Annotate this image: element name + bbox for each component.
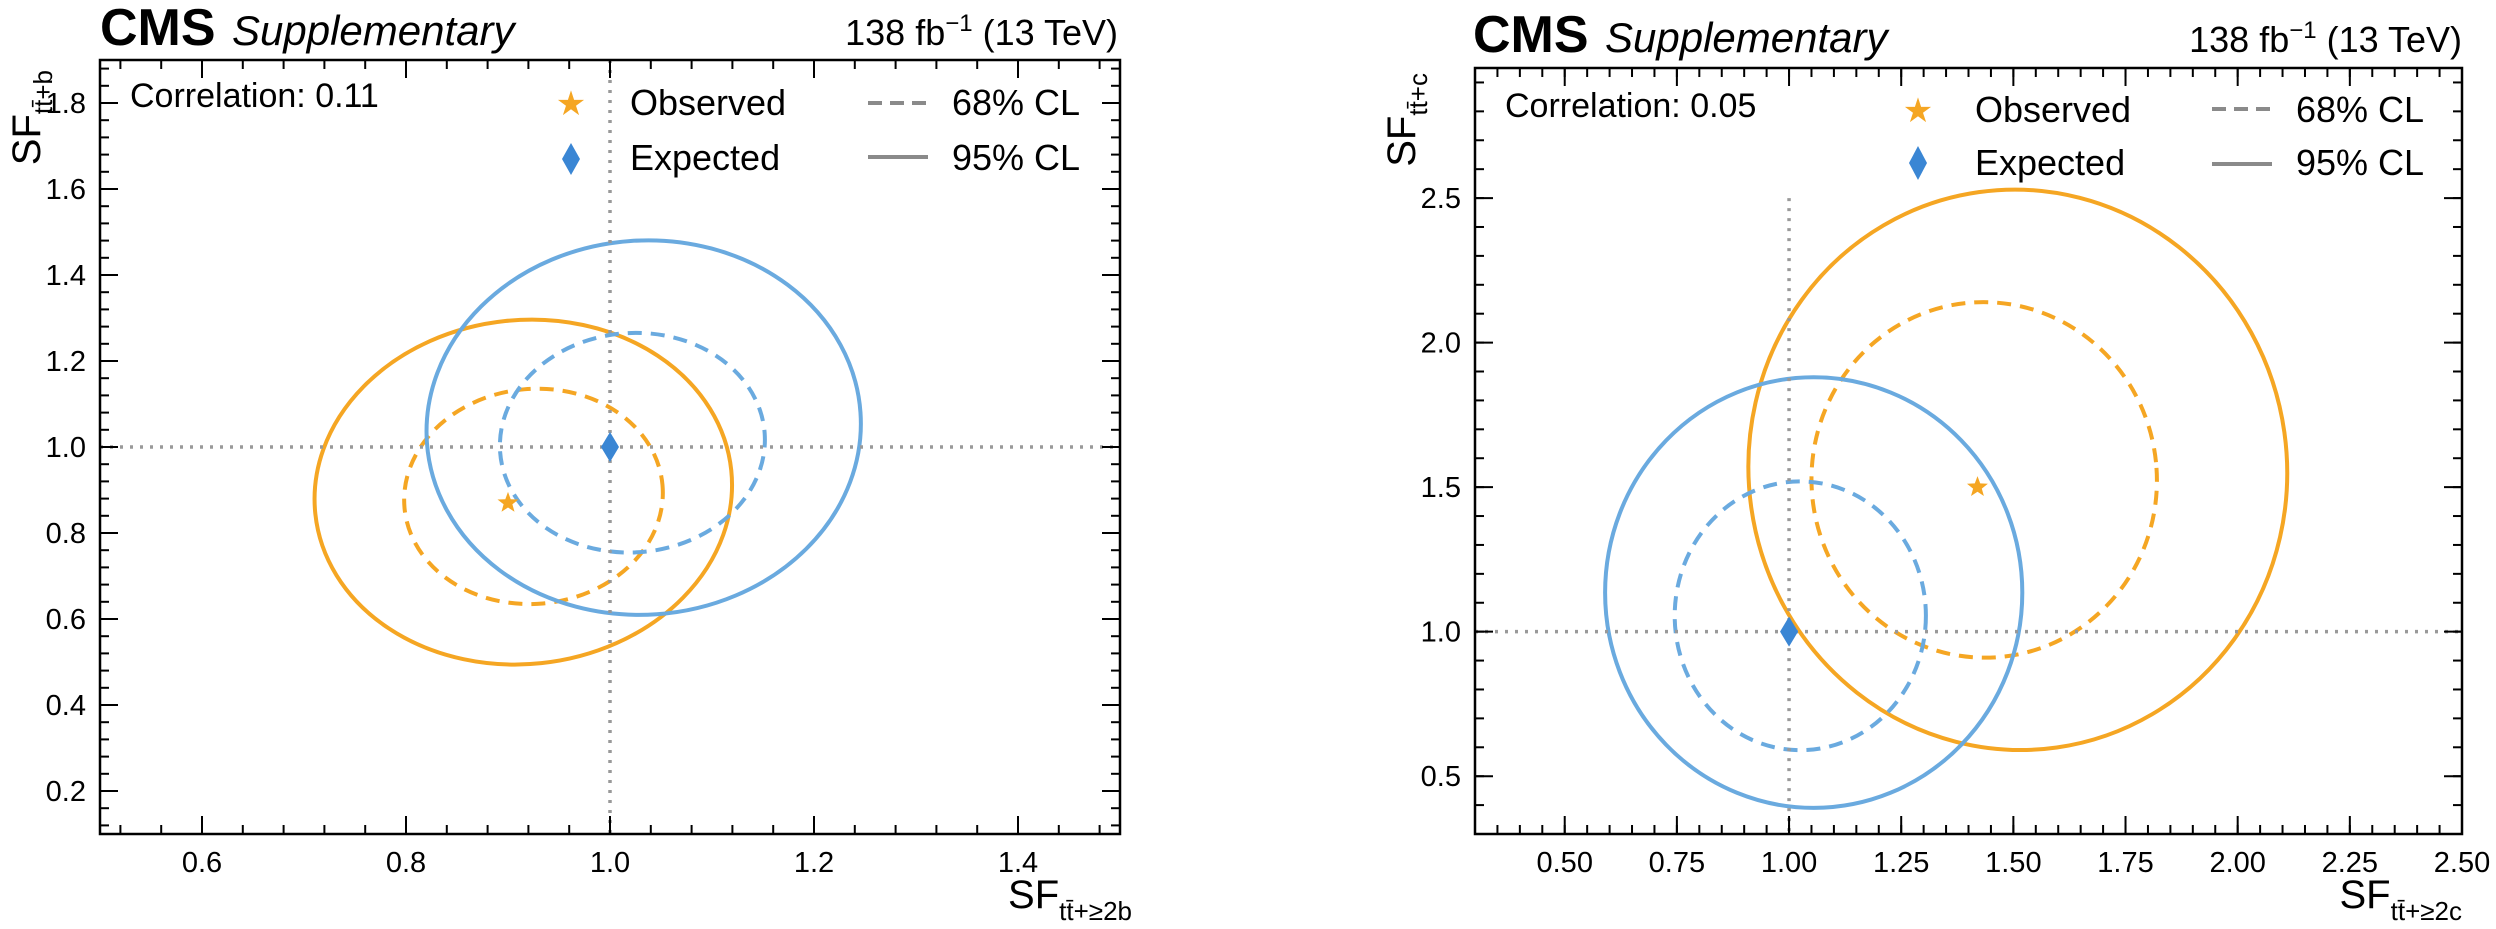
legend-expected-marker xyxy=(1909,146,1927,180)
x-tick-label: 0.75 xyxy=(1649,847,1705,879)
expected-point xyxy=(1780,616,1799,647)
tick-layer xyxy=(1474,68,2463,835)
y-tick-label: 2.5 xyxy=(1421,183,1461,215)
y-tick-label: 0.5 xyxy=(1421,761,1461,793)
cms-label: CMS xyxy=(1473,6,1589,64)
x-tick-label: 1.00 xyxy=(1761,847,1817,879)
y-tick-label: 2.0 xyxy=(1421,328,1461,360)
tick-label-layer: 0.50 0.75 1.00 1.25 1.50 1.75 2.00 2.25 2.50 0.5 1… xyxy=(1421,183,2491,879)
contour-95cl-observed xyxy=(1746,187,2290,752)
y-axis-title-main: SF xyxy=(5,114,49,165)
x-tick-label: 1.25 xyxy=(1873,847,1929,879)
y-tick-label: 1.0 xyxy=(46,432,86,464)
contour-layer xyxy=(312,238,863,667)
legend-expected-marker xyxy=(562,143,580,175)
y-tick-label: 0.8 xyxy=(46,518,86,550)
y-axis-title-sub: tt̄+c xyxy=(1403,73,1433,116)
observed-point xyxy=(497,491,519,512)
legend-observed-label: Observed xyxy=(630,82,786,123)
legend-expected-label: Expected xyxy=(1975,142,2125,183)
contour-68cl-observed xyxy=(402,386,665,607)
x-axis-title: SFtt̄+≥2c xyxy=(2340,873,2463,926)
legend-95cl-label: 95% CL xyxy=(2296,142,2424,183)
cms-label: CMS xyxy=(100,0,216,57)
x-axis-title-main: SF xyxy=(1008,873,1059,917)
expected-point xyxy=(601,432,619,462)
y-tick-label: 1.6 xyxy=(46,174,86,206)
legend-68cl-label: 68% CL xyxy=(2296,89,2424,130)
y-tick-label: 1.0 xyxy=(1421,617,1461,649)
x-tick-label: 0.50 xyxy=(1537,847,1593,879)
x-tick-label: 1.0 xyxy=(590,847,630,879)
legend-observed-label: Observed xyxy=(1975,89,2131,130)
y-tick-label: 0.4 xyxy=(46,690,86,722)
lumi-label: 138 fb−1 (13 TeV) xyxy=(2189,17,2462,60)
correlation-label: Correlation: 0.11 xyxy=(130,77,379,115)
y-tick-label: 0.6 xyxy=(46,604,86,636)
observed-point xyxy=(1967,476,1988,496)
y-axis-title-sub: tt̄+b xyxy=(28,70,58,114)
y-axis-title: SFtt̄+c xyxy=(1380,73,1433,167)
guide-layer xyxy=(1475,198,2462,834)
x-tick-label: 2.00 xyxy=(2209,847,2265,879)
tick-label-layer: 0.6 0.8 1.0 1.2 1.4 0.2 0.4 0.6 0.8 1.0 1.2 1.4 1.6 1… xyxy=(46,88,1038,879)
x-tick-label: 1.4 xyxy=(998,847,1038,879)
lumi-exponent: −1 xyxy=(945,10,972,37)
lumi-value: 138 fb xyxy=(845,12,945,53)
contour-layer xyxy=(1603,187,2290,810)
marker-layer xyxy=(497,432,619,512)
x-tick-label: 1.75 xyxy=(2097,847,2153,879)
y-axis-title-main: SF xyxy=(1380,116,1424,167)
legend-95cl-label: 95% CL xyxy=(952,137,1080,178)
supplementary-label: Supplementary xyxy=(1605,14,1890,61)
x-tick-label: 1.50 xyxy=(1985,847,2041,879)
contour-68cl-expected xyxy=(497,330,767,555)
x-tick-label: 0.8 xyxy=(386,847,426,879)
lumi-value: 138 fb xyxy=(2189,19,2289,60)
legend-observed-marker: ★ xyxy=(1903,92,1933,130)
lumi-energy: (13 TeV) xyxy=(2317,19,2462,60)
x-axis-title-sub: tt̄+≥2b xyxy=(1059,896,1132,926)
legend-observed-marker: ★ xyxy=(556,85,586,123)
x-tick-label: 0.6 xyxy=(182,847,222,879)
contour-68cl-expected xyxy=(1672,479,1928,753)
y-tick-label: 1.4 xyxy=(46,260,86,292)
contour-68cl-observed xyxy=(1809,300,2159,660)
supplementary-label: Supplementary xyxy=(232,7,517,54)
y-tick-label: 1.8 xyxy=(46,88,86,120)
x-tick-label: 2.50 xyxy=(2434,847,2490,879)
tick-layer xyxy=(100,60,1120,834)
y-tick-label: 1.5 xyxy=(1421,472,1461,504)
x-axis-title-main: SF xyxy=(2340,873,2391,917)
lumi-exponent: −1 xyxy=(2289,17,2316,44)
y-tick-label: 0.2 xyxy=(46,776,86,808)
correlation-label: Correlation: 0.05 xyxy=(1505,87,1756,125)
lumi-label: 138 fb−1 (13 TeV) xyxy=(845,10,1118,53)
chart-panel-right: CMS Supplementary 138 fb−1 (13 TeV) 0.50… xyxy=(1380,6,2490,926)
y-axis-title: SFtt̄+b xyxy=(5,70,58,165)
contour-95cl-expected xyxy=(1603,375,2025,810)
contour-95cl-expected xyxy=(424,238,863,617)
legend-expected-label: Expected xyxy=(630,137,780,178)
x-axis-title-sub: tt̄+≥2c xyxy=(2391,896,2462,926)
contour-95cl-observed xyxy=(312,317,735,667)
x-axis-title: SFtt̄+≥2b xyxy=(1008,873,1132,926)
legend: ★ Observed Expected 68% CL 95% CL xyxy=(1903,89,2424,183)
chart-panel-left: CMS Supplementary 138 fb−1 (13 TeV) 0.6 0… xyxy=(5,0,1132,926)
marker-layer xyxy=(1780,476,1988,647)
lumi-energy: (13 TeV) xyxy=(973,12,1118,53)
legend: ★ Observed Expected 68% CL 95% CL xyxy=(556,82,1080,178)
y-tick-label: 1.2 xyxy=(46,346,86,378)
legend-68cl-label: 68% CL xyxy=(952,82,1080,123)
x-tick-label: 2.25 xyxy=(2322,847,2378,879)
x-tick-label: 1.2 xyxy=(794,847,834,879)
